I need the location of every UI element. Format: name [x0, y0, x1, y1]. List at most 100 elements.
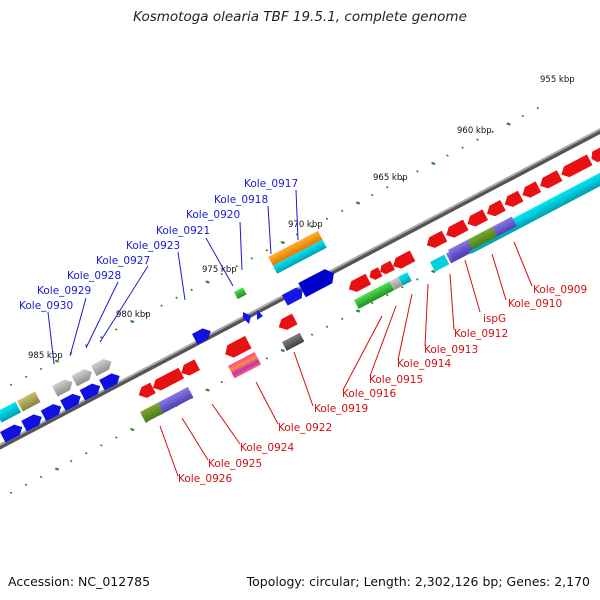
gene-kole-0921: [243, 310, 263, 324]
scale-tick: [9, 491, 13, 494]
leader-lines: [47, 189, 533, 477]
scale-tick: [115, 436, 118, 439]
scale-tick: [536, 106, 540, 110]
topology-label: Topology: circular; Length: 2,302,126 bp…: [246, 574, 590, 589]
scale-tick: [325, 217, 329, 221]
scale-tick: [355, 309, 361, 313]
label-kole-0917: Kole_0917: [244, 178, 298, 190]
label-kole-0926: Kole_0926: [178, 473, 232, 485]
scale-tick: [310, 333, 314, 336]
label-kole-0918: Kole_0918: [214, 194, 268, 206]
label-kole-0929: Kole_0929: [37, 285, 91, 297]
scale-label-965: 965 kbp: [373, 173, 408, 183]
scale-tick: [370, 193, 374, 197]
scale-labels: 955 kbp 960 kbp 965 kbp 970 kbp 975 kbp …: [28, 75, 575, 361]
label-kole-0920: Kole_0920: [186, 209, 240, 221]
gene-block-kole-0930: [0, 373, 120, 443]
scale-tick: [370, 301, 374, 305]
scale-tick: [190, 288, 193, 292]
scale-tick: [130, 319, 135, 324]
scale-tick: [506, 122, 511, 126]
gene-block-kole-0925: [138, 359, 201, 398]
scale-tick: [115, 328, 118, 331]
scale-tick: [39, 475, 43, 479]
label-kole-0930: Kole_0930: [19, 300, 73, 312]
scale-tick: [265, 357, 269, 360]
scale-tick: [280, 240, 285, 245]
scale-tick: [461, 146, 464, 149]
gene-block-kole-0924: [228, 352, 262, 379]
gene-block-kole-0917b: [282, 269, 334, 306]
gene-kole-0923: [192, 328, 211, 345]
label-kole-0916: Kole_0916: [342, 388, 396, 400]
gene-block-red-upper: [426, 147, 600, 248]
scale-tick: [521, 114, 525, 118]
forward-strand-labels: Kole_0917 Kole_0918 Kole_0920 Kole_0921 …: [19, 178, 298, 312]
scale-tick: [265, 249, 269, 252]
reverse-strand-labels: Kole_0909 Kole_0910 ispG Kole_0912 Kole_…: [178, 284, 587, 485]
scale-tick: [431, 269, 436, 274]
scale-label-955: 955 kbp: [540, 75, 575, 85]
scale-tick: [310, 225, 314, 228]
scale-tick: [99, 444, 103, 447]
scale-tick: [220, 272, 224, 276]
scale-tick: [385, 293, 389, 297]
scale-tick: [54, 467, 60, 471]
scale-tick: [431, 161, 436, 166]
label-kole-0912: Kole_0912: [454, 328, 508, 340]
scale-tick: [24, 375, 28, 379]
gene-block-left-cyan: [0, 391, 41, 423]
gene-block-kole-0922: [225, 335, 252, 358]
scale-label-985: 985 kbp: [28, 351, 63, 361]
label-kole-0923: Kole_0923: [126, 240, 180, 252]
label-kole-0922: Kole_0922: [278, 422, 332, 434]
gene-block-kole-0914: [354, 272, 412, 309]
label-kole-0910: Kole_0910: [508, 298, 562, 310]
scale-tick: [220, 380, 224, 384]
scale-tick: [401, 178, 404, 181]
scale-tick: [160, 304, 163, 307]
scale-tick: [235, 264, 239, 268]
label-kole-0919: Kole_0919: [314, 403, 368, 415]
accession-label: Accession: NC_012785: [8, 574, 151, 589]
scale-tick: [69, 459, 73, 463]
scale-tick: [39, 367, 43, 371]
label-kole-0914: Kole_0914: [397, 358, 451, 370]
forward-strand-features: [0, 230, 334, 443]
scale-tick: [401, 286, 404, 289]
scale-tick: [355, 201, 361, 205]
label-kole-0928: Kole_0928: [67, 270, 121, 282]
scale-tick: [205, 388, 210, 392]
scale-tick: [416, 170, 419, 173]
scale-label-960: 960 kbp: [457, 126, 492, 136]
gene-block-kole-0919: [278, 313, 298, 330]
scale-tick: [130, 427, 135, 432]
gene-block-ispG: [448, 216, 517, 260]
scale-tick: [476, 138, 479, 141]
scale-label-975: 975 kbp: [202, 265, 237, 275]
gene-block-kole-0928: [52, 359, 112, 397]
scale-tick: [340, 209, 344, 213]
scale-tick: [205, 280, 210, 284]
label-kole-0921: Kole_0921: [156, 225, 210, 237]
scale-label-970: 970 kbp: [288, 220, 323, 230]
scale-label-980: 980 kbp: [116, 310, 151, 320]
label-kole-0927: Kole_0927: [96, 255, 150, 267]
scale-tick: [84, 451, 88, 455]
gene-kole-0920: [234, 287, 247, 300]
scale-tick: [416, 278, 419, 281]
scale-tick: [340, 317, 344, 321]
scale-tick: [175, 296, 178, 300]
label-kole-0924: Kole_0924: [240, 442, 294, 454]
label-kole-0913: Kole_0913: [424, 344, 478, 356]
scale-tick: [54, 359, 60, 363]
scale-tick: [9, 383, 13, 386]
label-kole-0915: Kole_0915: [369, 374, 423, 386]
scale-tick: [280, 348, 285, 353]
reverse-strand-features: [138, 147, 600, 423]
label-ispG: ispG: [483, 313, 506, 325]
genome-title: Kosmotoga olearia TBF 19.5.1, complete g…: [133, 9, 467, 25]
label-kole-0925: Kole_0925: [208, 458, 262, 470]
scale-tick: [446, 154, 449, 157]
